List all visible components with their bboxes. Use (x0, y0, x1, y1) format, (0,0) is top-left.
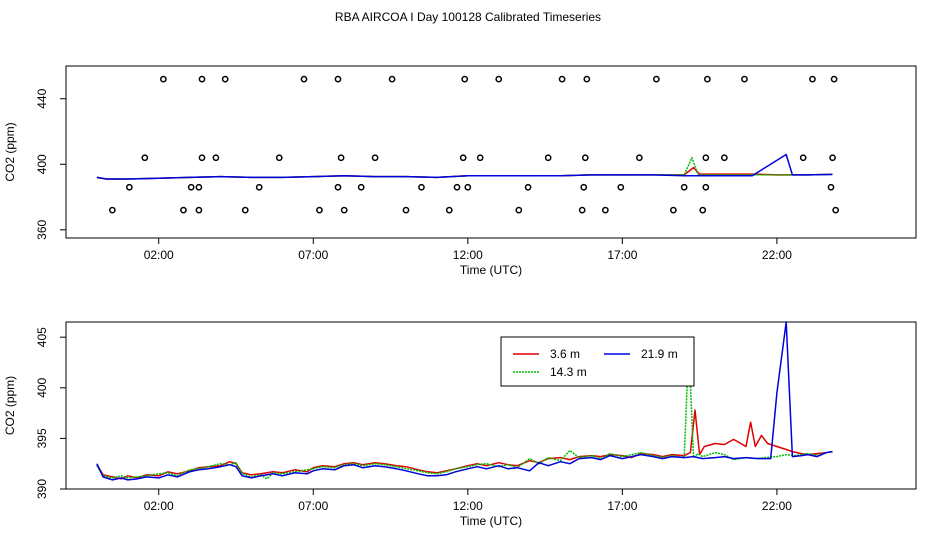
calibration-marker (830, 75, 838, 83)
legend-label: 3.6 m (550, 347, 580, 361)
calibration-marker (334, 183, 342, 191)
calibration-marker (334, 75, 342, 83)
calibration-marker (799, 154, 807, 162)
calibration-marker (653, 75, 660, 83)
calibration-marker (829, 154, 836, 162)
calibration-marker (357, 183, 365, 191)
calibration-marker (704, 75, 711, 83)
calibration-marker (371, 154, 379, 162)
x-axis-label: Time (UTC) (460, 514, 522, 528)
x-tick-label: 07:00 (298, 248, 328, 262)
chart-panel-2: 02:00 07:00 12:00 17:00 22:00 390 395 400 405 Tim… (3, 321, 917, 528)
calibration-marker (109, 206, 116, 214)
calibration-marker (827, 183, 835, 191)
x-axis-label: Time (UTC) (460, 263, 522, 277)
calibration-marker (160, 75, 167, 83)
series-line-143m (96, 344, 833, 480)
calibration-marker (617, 183, 625, 191)
calibration-marker (832, 206, 839, 214)
calibration-marker (402, 206, 410, 214)
calibration-marker (337, 154, 345, 162)
x-tick-label: 22:00 (762, 248, 792, 262)
calibration-marker (578, 206, 586, 214)
y-tick-label: 400 (35, 377, 49, 397)
calibration-marker (464, 183, 472, 191)
calibration-marker (126, 183, 133, 191)
calibration-marker (459, 154, 467, 162)
calibration-marker (581, 154, 589, 162)
calibration-marker (212, 154, 220, 162)
y-tick-label: 440 (35, 88, 49, 108)
calibration-marker (702, 183, 710, 191)
calibration-marker (699, 206, 707, 214)
y-tick-label: 395 (35, 428, 49, 448)
x-tick-label: 17:00 (607, 248, 637, 262)
calibration-marker (198, 154, 206, 162)
x-tick-label: 12:00 (453, 499, 483, 513)
calibration-marker (670, 206, 677, 214)
calibration-marker (524, 183, 532, 191)
calibration-marker (418, 183, 425, 191)
calibration-marker (180, 206, 187, 214)
calibration-marker (558, 75, 566, 83)
calibration-marker (580, 183, 588, 191)
calibration-marker (275, 154, 283, 162)
x-tick-label: 22:00 (762, 499, 792, 513)
calibration-marker (316, 206, 323, 214)
plot-frame (65, 321, 917, 490)
legend-box (500, 336, 695, 387)
y-axis-label: CO2 (ppm) (3, 376, 17, 435)
calibration-marker (809, 75, 816, 83)
page-title: RBA AIRCOA I Day 100128 Calibrated Times… (334, 10, 602, 24)
calibration-marker (495, 75, 503, 83)
calibration-marker (721, 154, 728, 162)
calibration-marker (221, 75, 229, 83)
plot-frame (65, 65, 917, 239)
series-line-219m (96, 321, 833, 481)
legend-label: 14.3 m (550, 365, 587, 379)
calibration-marker (195, 206, 203, 214)
calibration-marker (515, 206, 523, 214)
x-tick-label: 12:00 (453, 248, 483, 262)
series-line-3 (96, 153, 833, 180)
calibration-marker (241, 206, 249, 214)
calibration-marker (195, 183, 203, 191)
calibration-marker (741, 75, 748, 83)
calibration-marker (300, 75, 308, 83)
calibration-marker (445, 206, 453, 214)
y-tick-label: 390 (35, 479, 49, 499)
x-tick-label: 07:00 (298, 499, 328, 513)
chart-panel-1: 02:00 07:00 12:00 17:00 22:00 360 400 440 Time (… (3, 65, 917, 277)
y-tick-label: 360 (35, 219, 49, 239)
calibration-marker (476, 154, 484, 162)
legend-label: 21.9 m (641, 347, 678, 361)
calibration-marker (141, 154, 149, 162)
calibration-marker (636, 154, 643, 162)
calibration-marker (583, 75, 591, 83)
legend: 3.6 m 14.3 m 21.9 m (500, 336, 695, 387)
x-tick-label: 17:00 (607, 499, 637, 513)
calibration-marker (602, 206, 609, 214)
calibration-marker (388, 75, 396, 83)
calibration-marker (461, 75, 469, 83)
calibration-marker (544, 154, 552, 162)
y-tick-label: 405 (35, 327, 49, 347)
y-tick-label: 400 (35, 154, 49, 174)
y-axis-label: CO2 (ppm) (3, 122, 17, 181)
calibration-marker (255, 183, 263, 191)
calibration-marker (187, 183, 195, 191)
x-tick-label: 02:00 (144, 248, 174, 262)
calibration-marker (340, 206, 348, 214)
calibration-marker (453, 183, 461, 191)
calibration-marker (680, 183, 688, 191)
x-tick-label: 02:00 (144, 499, 174, 513)
calibration-marker (702, 154, 710, 162)
calibration-marker (198, 75, 206, 83)
